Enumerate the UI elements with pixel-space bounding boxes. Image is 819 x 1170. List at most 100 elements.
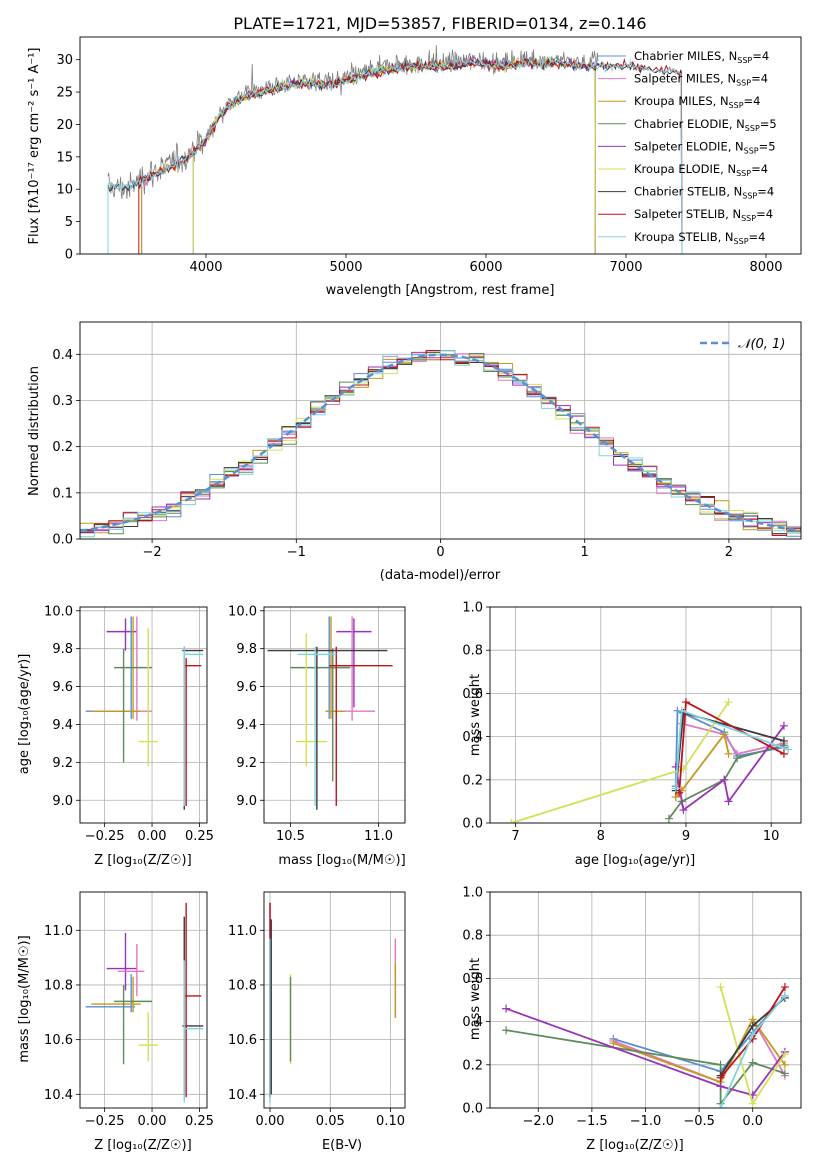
mass-weight-marker (779, 721, 788, 730)
x-tick-label: 9 (682, 829, 690, 844)
y-tick-label: 0.0 (462, 1102, 483, 1117)
mass-weight-marker (502, 1004, 511, 1013)
age-vs-Z-xlabel: Z [log₁₀(Z/Z☉)] (94, 853, 191, 868)
mass-vs-metallicity-panel: −0.25 0.00 0.25 10.4 10.6 10.8 11.0 (44, 891, 214, 1129)
spectrum-ylabel: Flux [fλ10⁻¹⁷ erg cm⁻² s⁻¹ A⁻¹] (27, 48, 42, 245)
legend-entry: Salpeter ELODIE, NSSP=5 (634, 139, 776, 155)
mass-weight-marker (716, 1104, 725, 1108)
y-tick-label: 0 (65, 248, 73, 263)
y-tick-label: 10.0 (44, 604, 73, 619)
mass-weight-marker (780, 991, 789, 1000)
x-tick-label: 6000 (469, 260, 502, 275)
residuals-xlabel: (data-model)/error (380, 568, 501, 583)
y-tick-label: 10.0 (228, 604, 257, 619)
spectrum-panel: 4000 5000 6000 7000 8000 0 5 10 15 20 25 30 Chabrier… (56, 36, 802, 275)
x-tick-label: 0 (436, 545, 444, 560)
x-tick-label: 0.10 (376, 1114, 405, 1129)
mass-weight-marker (724, 749, 733, 758)
x-tick-label: 1 (581, 545, 589, 560)
y-tick-label: 9.8 (236, 642, 257, 657)
legend-entry: Chabrier STELIB, NSSP=4 (634, 185, 774, 201)
mass-vs-ebv-xlabel: E(B-V) (322, 1138, 362, 1153)
mass-weight-marker (779, 749, 788, 758)
model-series-line (192, 55, 596, 254)
mass-weight-marker (724, 698, 733, 707)
mass-weight-marker (671, 784, 680, 793)
y-tick-label: 30 (56, 53, 73, 68)
mass-weight-marker (779, 736, 788, 745)
mass-vs-Z-xlabel: Z [log₁₀(Z/Z☉)] (94, 1138, 191, 1153)
model-series-line (141, 56, 596, 254)
axes-frame (263, 891, 406, 1109)
x-tick-label: −2.0 (522, 1114, 554, 1129)
y-tick-label: 0.6 (462, 687, 483, 702)
normal-reference-curve (80, 353, 801, 533)
y-tick-label: 5 (65, 215, 73, 230)
mass-weight-marker (748, 1030, 757, 1039)
mass-weight-marker (720, 775, 729, 784)
x-tick-label: 5000 (329, 260, 362, 275)
x-tick-label: 7000 (609, 260, 642, 275)
y-tick-label: 9.6 (236, 680, 257, 695)
mass-weight-marker (679, 806, 688, 815)
axes-frame (79, 321, 802, 540)
legend-entry: Chabrier ELODIE, NSSP=5 (634, 117, 777, 133)
y-tick-label: 10.6 (228, 1033, 257, 1048)
age-vs-Z-ylabel: age [log₁₀(age/yr)] (17, 654, 32, 775)
weight-vs-age-panel: 7 8 9 10 0.0 0.2 0.4 0.6 0.8 1.0 (462, 601, 802, 844)
plot-area (85, 616, 204, 810)
y-tick-label: 9.4 (52, 718, 73, 733)
y-tick-label: 10.8 (44, 978, 73, 993)
mass-weight-marker (748, 1058, 757, 1067)
mass-weight-marker (784, 745, 793, 754)
x-tick-label: 10.5 (276, 829, 305, 844)
age-vs-mass-panel: 10.5 11.0 9.0 9.2 9.4 9.6 9.8 10.0 (228, 604, 406, 844)
mass-weight-line (674, 725, 785, 812)
plot-area (267, 616, 393, 810)
y-tick-label: 0.8 (462, 929, 483, 944)
x-tick-label: −2 (143, 545, 162, 560)
mass-weight-marker (724, 797, 733, 806)
y-tick-label: 9.2 (236, 756, 257, 771)
y-tick-label: 11.0 (44, 924, 73, 939)
observed-spectrum-line (107, 45, 599, 200)
legend-entry: Salpeter MILES, NSSP=4 (634, 72, 768, 88)
x-tick-label: 8000 (749, 260, 782, 275)
y-tick-label: 0.4 (462, 730, 483, 745)
x-tick-label: 10 (763, 829, 780, 844)
spectrum-xlabel: wavelength [Angstrom, rest frame] (326, 283, 555, 298)
x-tick-label: 0.25 (185, 829, 214, 844)
x-tick-label: 0.25 (185, 1114, 214, 1129)
mass-weight-marker (780, 1069, 789, 1078)
y-tick-label: 25 (56, 86, 73, 101)
y-tick-label: 10 (56, 183, 73, 198)
y-tick-label: 9.4 (236, 718, 257, 733)
y-tick-label: 10.4 (44, 1088, 73, 1103)
mass-weight-marker (716, 1060, 725, 1069)
y-tick-label: 0.1 (52, 486, 73, 501)
axes-frame (79, 606, 208, 824)
mass-weight-marker (681, 698, 690, 707)
weight-vs-Z-ylabel: mass weight (468, 958, 483, 1040)
x-tick-label: 0.00 (256, 1114, 285, 1129)
y-tick-label: 9.6 (52, 680, 73, 695)
model-series-line (141, 57, 596, 254)
legend-entry: Chabrier MILES, NSSP=4 (634, 49, 769, 65)
plot-area (107, 45, 683, 254)
x-tick-label: −0.25 (85, 1114, 125, 1129)
mass-weight-marker (780, 1060, 789, 1069)
y-tick-label: 9.0 (52, 794, 73, 809)
mass-weight-marker (716, 1073, 725, 1082)
plot-area (269, 902, 397, 1103)
axes-frame (489, 891, 802, 1109)
y-tick-label: 0.2 (462, 1058, 483, 1073)
model-series-line (141, 57, 596, 254)
y-tick-label: 0.4 (462, 1015, 483, 1030)
y-tick-label: 0.0 (462, 817, 483, 832)
mass-weight-marker (609, 1039, 618, 1048)
y-tick-label: 0.2 (52, 440, 73, 455)
x-tick-label: −1.5 (576, 1114, 608, 1129)
x-tick-label: 2 (725, 545, 733, 560)
mass-weight-marker (748, 1021, 757, 1030)
